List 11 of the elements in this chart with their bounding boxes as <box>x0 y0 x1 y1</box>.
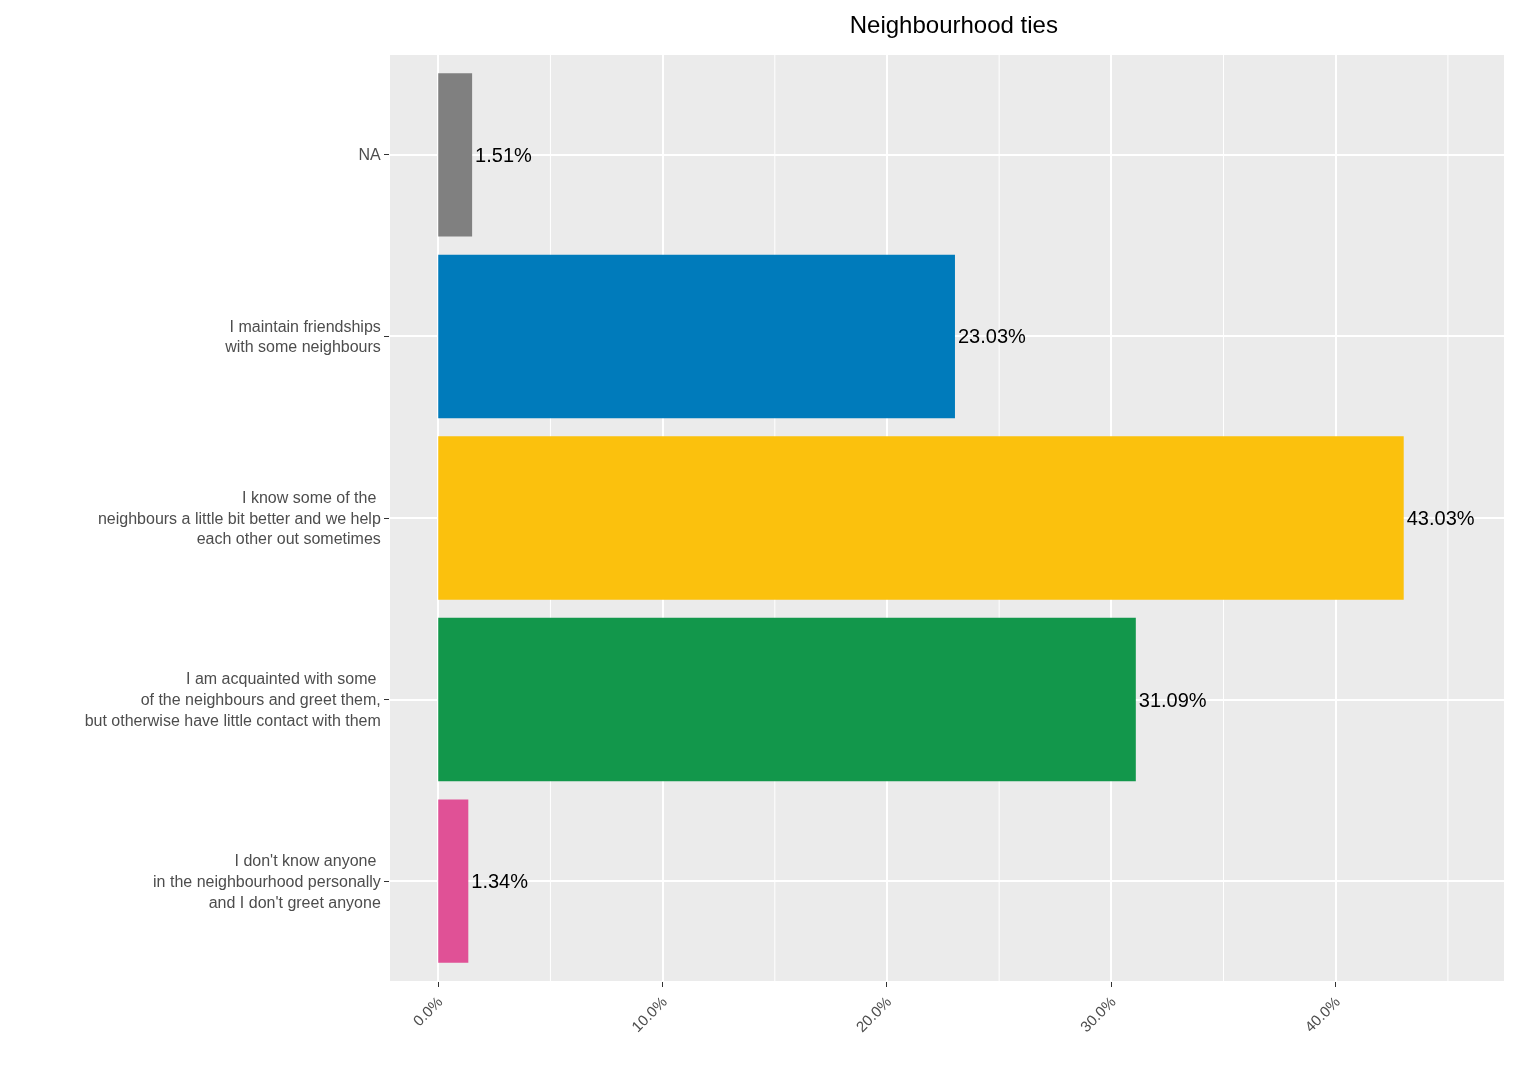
data-label: 31.09% <box>1138 688 1207 711</box>
chart-title: Neighbourhood ties <box>849 10 1058 38</box>
data-label: 1.34% <box>471 870 529 893</box>
y-tick-label: I am acquainted with some of the neighbours and greet them, but otherwise have little contact with them <box>84 670 381 729</box>
y-tick-label: NA <box>358 146 382 164</box>
y-tick-label: I don't know anyone in the neighbourhood personally and I don't greet anyone <box>153 851 381 911</box>
y-tick-label: I maintain friendships with some neighbours <box>224 317 381 356</box>
data-label: 43.03% <box>1406 507 1475 529</box>
y-tick-label: I know some of the neighbours a little bit better and we help each other out sometimes <box>97 488 381 548</box>
data-label: 1.51% <box>475 143 533 166</box>
data-label: 23.03% <box>957 325 1027 348</box>
